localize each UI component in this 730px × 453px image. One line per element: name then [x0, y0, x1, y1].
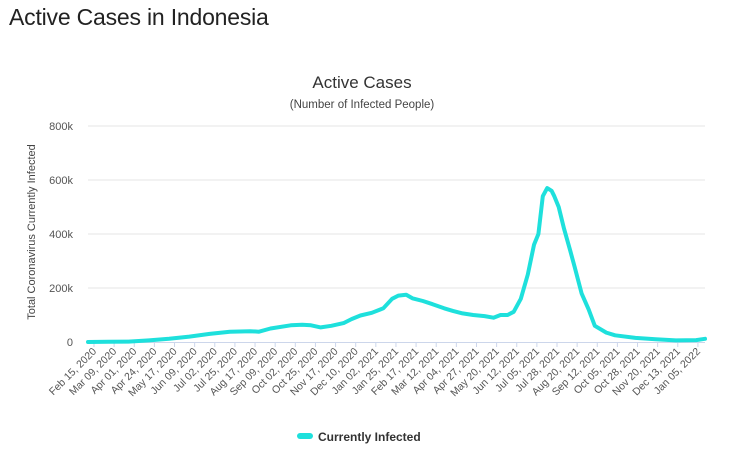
series-currently-infected: [86, 186, 707, 344]
y-axis-ticks: 0 200k 400k 600k 800k: [49, 121, 73, 349]
y-tick-label: 600k: [49, 175, 73, 187]
chart-subtitle: (Number of Infected People): [290, 99, 435, 111]
legend[interactable]: Currently Infected: [297, 430, 421, 444]
y-tick-label: 200k: [49, 283, 73, 295]
y-tick-label: 0: [67, 337, 73, 349]
grid-lines: [88, 125, 705, 289]
legend-label: Currently Infected: [318, 430, 421, 444]
y-axis-label: Total Coronavirus Currently Infected: [26, 144, 38, 319]
y-tick-label: 800k: [49, 121, 73, 133]
series-line: [86, 186, 707, 344]
y-tick-label: 400k: [49, 229, 73, 241]
legend-swatch: [297, 433, 313, 439]
page-heading: Active Cases in Indonesia: [9, 4, 269, 30]
chart-title: Active Cases: [312, 73, 411, 92]
